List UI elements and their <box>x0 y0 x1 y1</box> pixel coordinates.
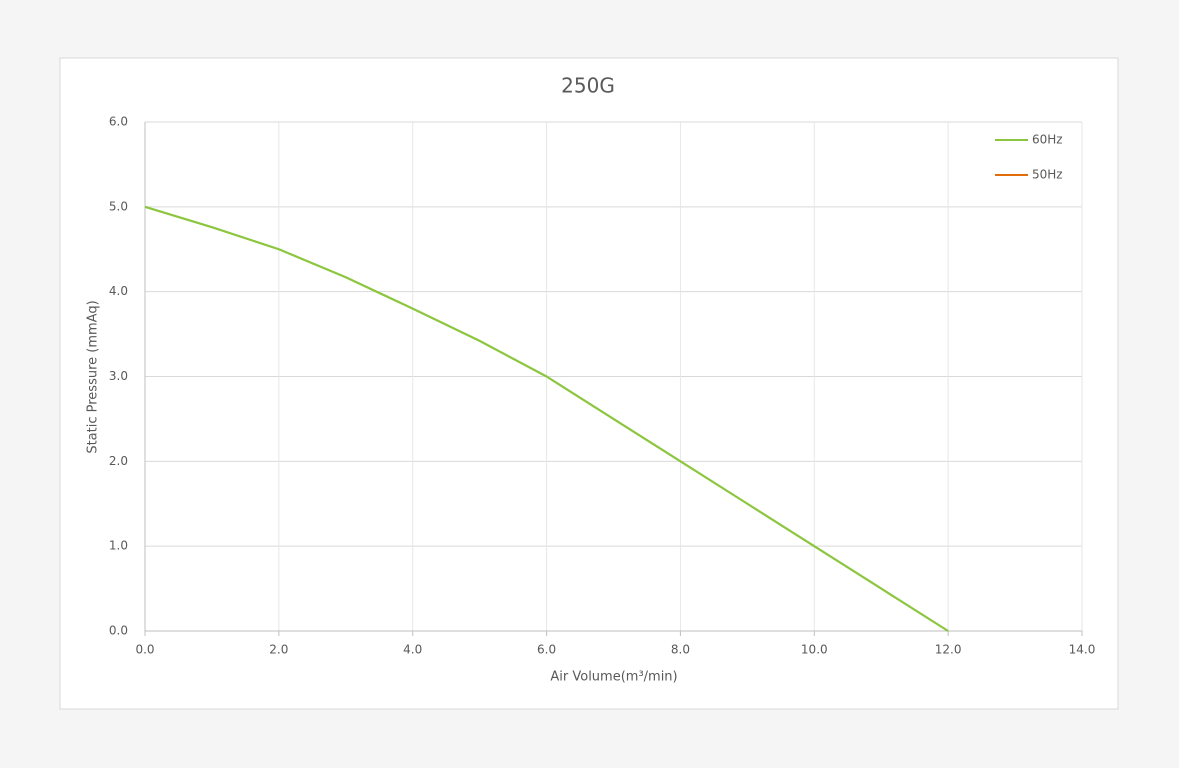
x-tick-label: 8.0 <box>671 643 690 657</box>
y-tick-label: 1.0 <box>109 539 128 553</box>
y-tick-label: 3.0 <box>109 369 128 383</box>
chart-panel <box>59 57 1119 710</box>
y-tick-label: 2.0 <box>109 454 128 468</box>
x-tick-label: 6.0 <box>537 643 556 657</box>
x-tick-label: 10.0 <box>801 643 828 657</box>
y-tick-label: 4.0 <box>109 284 128 298</box>
x-tick-label: 14.0 <box>1069 643 1096 657</box>
legend-label: 60Hz <box>1032 133 1063 147</box>
y-tick-label: 5.0 <box>109 199 128 213</box>
y-tick-label: 6.0 <box>109 115 128 129</box>
x-axis-label: Air Volume(m³/min) <box>550 670 677 685</box>
x-tick-label: 4.0 <box>403 643 422 657</box>
chart-title: 250G <box>561 74 615 98</box>
x-tick-label: 2.0 <box>269 643 288 657</box>
y-axis-label: Static Pressure (mmAq) <box>86 300 101 453</box>
x-tick-label: 12.0 <box>935 643 962 657</box>
y-tick-label: 0.0 <box>109 624 128 638</box>
legend-background <box>972 124 1080 192</box>
x-tick-label: 0.0 <box>135 643 154 657</box>
series-line <box>144 205 949 632</box>
legend-label: 50Hz <box>1032 168 1063 182</box>
